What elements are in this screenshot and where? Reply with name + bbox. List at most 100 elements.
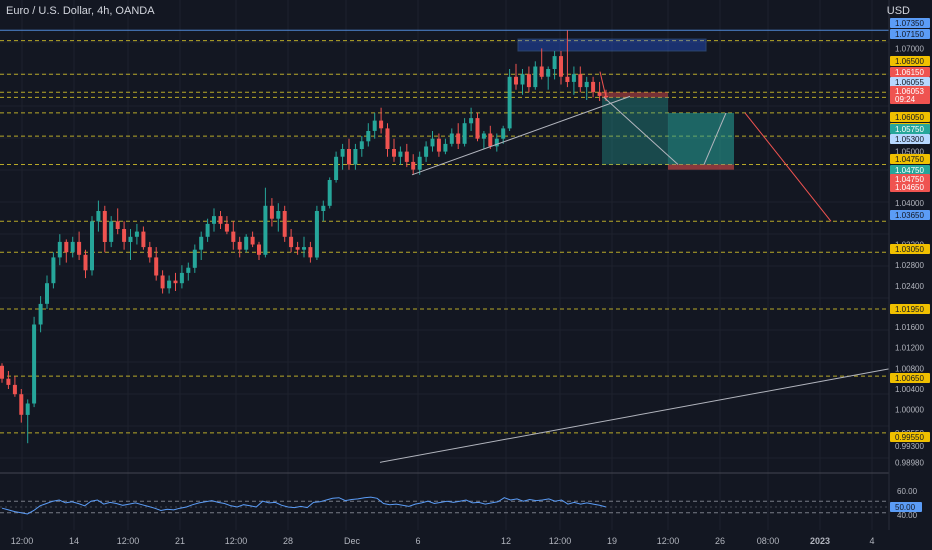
price-axis-label: 1.00000	[895, 406, 924, 415]
candle-body	[520, 74, 525, 85]
candle-body	[385, 128, 390, 149]
price-tag	[890, 154, 930, 164]
candle-body	[51, 257, 56, 284]
price-axis-label: 1.01600	[895, 323, 924, 332]
candle-body	[494, 138, 499, 147]
candle-body	[546, 69, 551, 77]
price-tag-label: 1.04750	[895, 155, 924, 164]
price-tag	[890, 94, 930, 104]
rsi-axis-label: 60.00	[897, 487, 918, 496]
candle-body	[552, 56, 557, 69]
price-axis-label: 1.00800	[895, 364, 924, 373]
time-axis-label: 21	[175, 536, 185, 546]
candle-body	[295, 247, 300, 250]
price-tag	[890, 210, 930, 220]
time-axis-label: 12:00	[11, 536, 34, 546]
candle-body	[539, 66, 544, 77]
price-axis-label: 1.00400	[895, 385, 924, 394]
candle-body	[398, 151, 403, 157]
price-tag-label: 1.00650	[895, 374, 924, 383]
projected-path-red	[744, 112, 832, 222]
candle-body	[443, 143, 448, 152]
candle-body	[179, 272, 184, 284]
price-tag-label: 1.06150	[895, 68, 924, 77]
candle-body	[70, 241, 75, 253]
candle-body	[571, 74, 576, 82]
time-axis-label: 12:00	[225, 536, 248, 546]
candle-body	[366, 131, 371, 142]
rsi-tag-label: 50.00	[895, 503, 916, 512]
candle-body	[347, 149, 351, 165]
candle-body	[0, 365, 4, 379]
time-axis-label: 19	[607, 536, 617, 546]
candle-body	[559, 56, 563, 77]
candle-body	[192, 249, 197, 268]
candle-body	[327, 180, 332, 206]
time-axis-label: 12:00	[657, 536, 680, 546]
candle-body	[533, 66, 538, 88]
price-tag	[890, 134, 930, 144]
candle-body	[308, 247, 313, 258]
candle-body	[109, 221, 114, 242]
time-axis-label: Dec	[344, 536, 361, 546]
candles	[0, 30, 608, 444]
price-tag	[890, 112, 930, 122]
candle-body	[353, 149, 358, 165]
rsi-axis-label: 40.00	[897, 511, 918, 520]
price-tag-label: 1.06055	[895, 78, 924, 87]
price-tag	[890, 124, 930, 134]
price-tag-label: 1.06050	[895, 113, 924, 122]
candle-body	[224, 223, 229, 232]
second-target-zone	[668, 112, 734, 165]
candle-body	[218, 216, 223, 224]
time-axis[interactable]: 12:00 14 12:00 21 12:00 28 Dec 6 12 12:00 19 12:00 2…	[11, 536, 875, 546]
price-tag	[890, 29, 930, 39]
price-axis-label: 0.98980	[895, 458, 924, 467]
candle-body	[481, 133, 486, 139]
projected-path-grey-up	[703, 112, 727, 165]
candle-body	[488, 133, 493, 147]
candle-body	[96, 211, 101, 222]
position-zones[interactable]	[517, 38, 734, 170]
candle-body	[334, 156, 339, 180]
candle-body	[321, 205, 326, 211]
candle-body	[57, 241, 62, 258]
candle-body	[392, 149, 396, 157]
time-axis-label: 14	[69, 536, 79, 546]
time-axis-label: 12	[501, 536, 511, 546]
time-axis-label: 6	[415, 536, 420, 546]
candle-body	[584, 81, 589, 88]
price-axis-label: 1.05000	[895, 148, 924, 157]
candle-body	[276, 211, 281, 219]
price-tag-label: 1.07150	[895, 30, 924, 39]
candle-body	[501, 128, 506, 139]
price-axis-label: 1.02400	[895, 282, 924, 291]
candle-body	[424, 146, 429, 157]
candle-body	[134, 231, 139, 237]
candle-body	[102, 211, 107, 242]
candle-body	[115, 221, 120, 229]
candle-body	[417, 156, 422, 170]
candle-body	[83, 254, 88, 271]
price-tag-label: 1.03050	[895, 245, 924, 254]
price-tag	[890, 67, 930, 77]
candle-body	[141, 231, 146, 248]
price-tag-label: 1.06500	[895, 57, 924, 66]
price-tag-label: 1.04650	[895, 183, 924, 192]
candle-body	[212, 216, 216, 224]
candle-body	[302, 247, 306, 250]
candle-body	[77, 241, 82, 255]
candle-body	[167, 280, 172, 289]
candle-body	[237, 241, 242, 250]
time-axis-label: 28	[283, 536, 293, 546]
candle-body	[154, 257, 159, 276]
candle-body	[526, 74, 531, 88]
price-axis[interactable]: 1.070001.050001.040001.032001.028001.024…	[890, 18, 930, 520]
drawings[interactable]	[379, 71, 890, 463]
candle-body	[19, 394, 24, 415]
time-axis-label: 08:00	[757, 536, 780, 546]
price-tag-label: 0.99550	[895, 433, 924, 442]
candle-body	[507, 76, 512, 129]
